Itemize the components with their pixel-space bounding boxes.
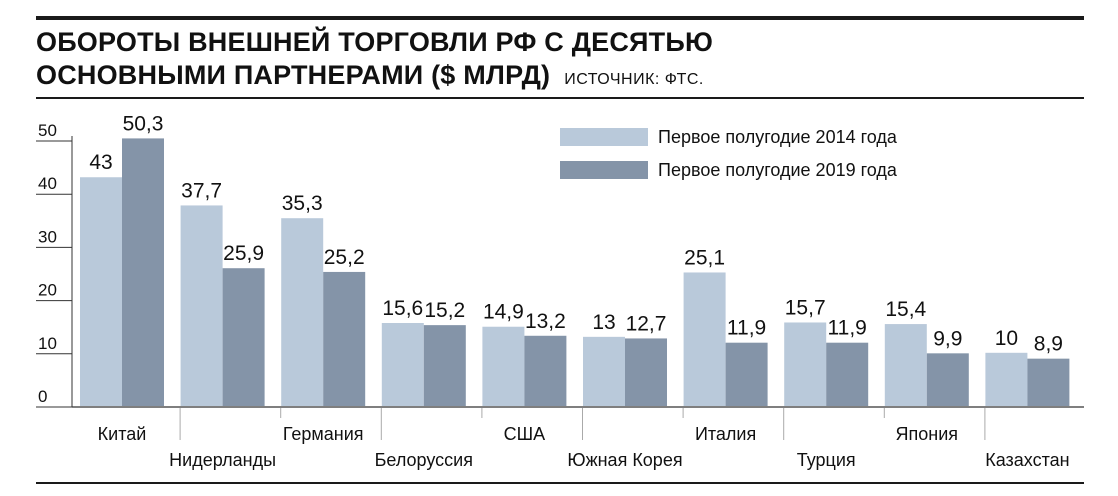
- legend-swatch-2014: [560, 128, 648, 146]
- bar-2019-1: [222, 268, 265, 406]
- value-label-2019-8: 9,9: [933, 327, 962, 350]
- category-label-5: Южная Корея: [567, 450, 682, 470]
- title-line-2-text: ОСНОВНЫМИ ПАРТНЕРАМИ ($ МЛРД): [36, 60, 551, 90]
- y-tick-label-2: 20: [38, 281, 57, 300]
- bar-2019-0: [122, 138, 164, 407]
- bar-2019-7: [826, 342, 869, 406]
- value-label-2014-5: 13: [592, 311, 615, 334]
- bar-2014-6: [683, 272, 726, 406]
- value-label-2019-9: 8,9: [1034, 333, 1063, 356]
- bar-2019-6: [725, 342, 768, 406]
- category-label-9: Казахстан: [985, 450, 1069, 470]
- value-label-2014-1: 37,7: [181, 179, 222, 202]
- y-tick-label-0: 0: [38, 387, 47, 406]
- bar-2019-2: [323, 271, 366, 406]
- legend-label-2014: Первое полугодие 2014 года: [658, 127, 898, 147]
- category-label-4: США: [504, 424, 546, 444]
- title-line-2: ОСНОВНЫМИ ПАРТНЕРАМИ ($ МЛРД) ИСТОЧНИК: Ф…: [36, 59, 1084, 96]
- value-label-2014-0: 43: [89, 151, 112, 174]
- category-label-8: Япония: [896, 424, 959, 444]
- value-label-2019-0: 50,3: [123, 112, 164, 135]
- value-label-2019-4: 13,2: [525, 310, 566, 333]
- legend-swatch-2019: [560, 161, 648, 179]
- category-label-6: Италия: [695, 424, 756, 444]
- title-divider: [36, 97, 1084, 99]
- y-tick-label-4: 40: [38, 174, 57, 193]
- category-label-7: Турция: [797, 450, 856, 470]
- legend-label-2019: Первое полугодие 2019 года: [658, 160, 898, 180]
- value-label-2014-4: 14,9: [483, 301, 524, 324]
- bar-2019-5: [625, 338, 667, 406]
- category-label-1: Нидерланды: [169, 450, 276, 470]
- title-line-1: ОБОРОТЫ ВНЕШНЕЙ ТОРГОВЛИ РФ С ДЕСЯТЬЮ: [36, 27, 713, 57]
- value-label-2014-9: 10: [995, 327, 1018, 350]
- bar-2014-9: [985, 352, 1028, 406]
- source-note: ИСТОЧНИК: ФТС.: [564, 71, 704, 88]
- bar-2014-0: [80, 177, 122, 406]
- category-label-0: Китай: [98, 424, 147, 444]
- y-tick-label-3: 30: [38, 227, 57, 246]
- top-rule: [36, 16, 1084, 20]
- bar-2014-2: [281, 218, 324, 406]
- value-label-2014-3: 15,6: [382, 297, 423, 320]
- category-label-2: Германия: [283, 424, 364, 444]
- value-label-2019-5: 12,7: [626, 312, 667, 335]
- y-tick-label-1: 10: [38, 334, 57, 353]
- bar-2014-4: [482, 326, 525, 406]
- value-label-2019-6: 11,9: [727, 317, 766, 340]
- bar-2014-8: [884, 324, 927, 406]
- value-label-2014-6: 25,1: [684, 246, 725, 269]
- value-label-2019-3: 15,2: [424, 299, 465, 322]
- value-label-2014-7: 15,7: [785, 296, 826, 319]
- value-label-2019-2: 25,2: [324, 246, 365, 269]
- value-label-2014-2: 35,3: [282, 192, 323, 215]
- bar-2019-4: [524, 335, 567, 406]
- bar-2019-9: [1027, 358, 1070, 406]
- bar-2014-3: [381, 323, 424, 406]
- bar-2014-1: [180, 205, 223, 406]
- value-label-2019-1: 25,9: [223, 242, 264, 265]
- bar-2019-3: [423, 325, 466, 406]
- bar-2014-5: [583, 336, 625, 406]
- category-label-3: Белоруссия: [375, 450, 473, 470]
- value-label-2014-8: 15,4: [885, 298, 926, 321]
- bar-2019-8: [926, 353, 969, 406]
- y-tick-label-5: 50: [38, 121, 57, 140]
- bottom-rule: [36, 482, 1084, 484]
- value-label-2019-7: 11,9: [828, 317, 867, 340]
- chart-title: ОБОРОТЫ ВНЕШНЕЙ ТОРГОВЛИ РФ С ДЕСЯТЬЮ ОС…: [36, 26, 1084, 96]
- bar-2014-7: [784, 322, 827, 406]
